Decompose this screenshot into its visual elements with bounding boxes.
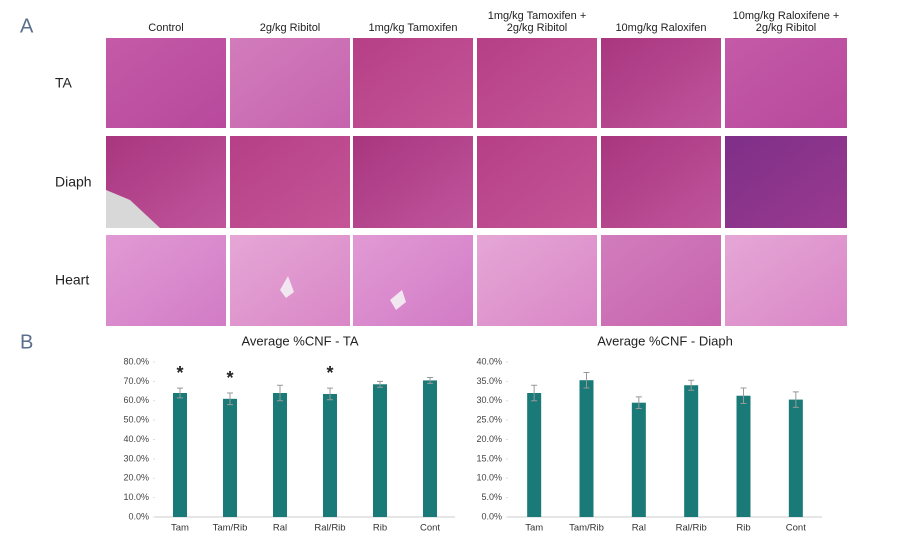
image bbox=[106, 38, 226, 128]
y-tick-label: 20.0% bbox=[476, 434, 502, 444]
x-tick-label: Cont bbox=[420, 523, 440, 534]
bar bbox=[223, 398, 237, 517]
y-tick-label: 70.0% bbox=[123, 376, 149, 386]
significance-marker: * bbox=[226, 368, 233, 388]
histology-grid bbox=[106, 38, 847, 326]
column-header: 10mg/kg Raloxifen bbox=[615, 22, 706, 34]
y-tick-label: 0.0% bbox=[481, 511, 502, 521]
image bbox=[353, 235, 473, 326]
error-bar bbox=[277, 384, 283, 402]
column-header: 10mg/kg Raloxifene + bbox=[733, 10, 840, 22]
bar bbox=[323, 393, 337, 517]
bar bbox=[527, 393, 542, 517]
bar bbox=[273, 393, 287, 517]
y-tick-label: 80.0% bbox=[123, 356, 149, 366]
x-tick-label: Cont bbox=[786, 523, 806, 534]
x-tick-label: Ral/Rib bbox=[676, 523, 707, 534]
image bbox=[230, 235, 350, 326]
significance-marker: * bbox=[326, 363, 333, 383]
y-tick-label: 50.0% bbox=[123, 415, 149, 425]
significance-marker: * bbox=[176, 363, 183, 383]
row-label: Heart bbox=[55, 272, 89, 288]
column-header: 2g/kg Ribitol bbox=[260, 22, 321, 34]
column-header: 2g/kg Ribitol bbox=[756, 22, 817, 34]
y-tick-label: 10.0% bbox=[123, 492, 149, 502]
image bbox=[106, 235, 226, 326]
error-bar bbox=[688, 379, 695, 391]
image bbox=[601, 235, 721, 326]
error-bar bbox=[427, 377, 433, 384]
y-tick-label: 30.0% bbox=[476, 395, 502, 405]
y-tick-label: 0.0% bbox=[128, 511, 149, 521]
column-header: 2g/kg Ribitol bbox=[507, 22, 568, 34]
x-tick-label: Tam/Rib bbox=[569, 523, 604, 534]
y-tick-label: 60.0% bbox=[123, 395, 149, 405]
image bbox=[477, 235, 597, 326]
x-tick-label: Tam bbox=[171, 523, 189, 534]
panel-label: A bbox=[20, 15, 34, 37]
image bbox=[230, 38, 350, 128]
image bbox=[230, 136, 350, 228]
x-tick-label: Ral bbox=[273, 523, 287, 534]
y-tick-label: 40.0% bbox=[476, 356, 502, 366]
error-bar bbox=[583, 371, 590, 389]
column-header: 1mg/kg Tamoxifen + bbox=[488, 10, 587, 22]
x-tick-label: Ral/Rib bbox=[314, 523, 345, 534]
error-bar bbox=[792, 391, 799, 408]
y-tick-label: 25.0% bbox=[476, 415, 502, 425]
image-background bbox=[106, 190, 160, 228]
y-tick-label: 5.0% bbox=[481, 492, 502, 502]
bar bbox=[684, 385, 699, 517]
image bbox=[477, 136, 597, 228]
chart-title: Average %CNF - Diaph bbox=[597, 333, 733, 348]
x-tick-label: Tam bbox=[525, 523, 543, 534]
image-detail bbox=[280, 276, 294, 298]
y-tick-label: 30.0% bbox=[123, 453, 149, 463]
image bbox=[353, 38, 473, 128]
error-bar bbox=[227, 392, 233, 406]
bar bbox=[373, 384, 387, 517]
column-header: Control bbox=[148, 22, 183, 34]
error-bar bbox=[327, 387, 333, 401]
error-bar bbox=[177, 387, 183, 399]
row-label: Diaph bbox=[55, 174, 92, 190]
bar bbox=[423, 380, 437, 517]
column-header: 1mg/kg Tamoxifen bbox=[368, 22, 457, 34]
image-detail bbox=[390, 290, 406, 310]
panel-label: B bbox=[20, 331, 33, 353]
y-tick-label: 15.0% bbox=[476, 453, 502, 463]
y-tick-label: 10.0% bbox=[476, 473, 502, 483]
x-tick-label: Rib bbox=[373, 523, 387, 534]
image bbox=[353, 136, 473, 228]
error-bar bbox=[377, 380, 383, 388]
bar bbox=[736, 395, 751, 517]
bar bbox=[579, 380, 594, 517]
x-tick-label: Ral bbox=[632, 523, 646, 534]
image bbox=[725, 136, 847, 228]
image bbox=[601, 38, 721, 128]
chart-title: Average %CNF - TA bbox=[241, 333, 358, 348]
x-tick-label: Tam/Rib bbox=[213, 523, 248, 534]
error-bar bbox=[635, 396, 642, 409]
y-tick-label: 20.0% bbox=[123, 473, 149, 483]
row-label: TA bbox=[55, 75, 73, 91]
y-tick-label: 40.0% bbox=[123, 434, 149, 444]
image bbox=[725, 38, 847, 128]
image bbox=[725, 235, 847, 326]
bar bbox=[631, 402, 646, 517]
image bbox=[477, 38, 597, 128]
image bbox=[601, 136, 721, 228]
error-bar bbox=[740, 387, 747, 404]
bar bbox=[788, 399, 803, 517]
y-tick-label: 35.0% bbox=[476, 376, 502, 386]
bar bbox=[173, 393, 187, 517]
error-bar bbox=[531, 384, 538, 402]
x-tick-label: Rib bbox=[736, 523, 750, 534]
